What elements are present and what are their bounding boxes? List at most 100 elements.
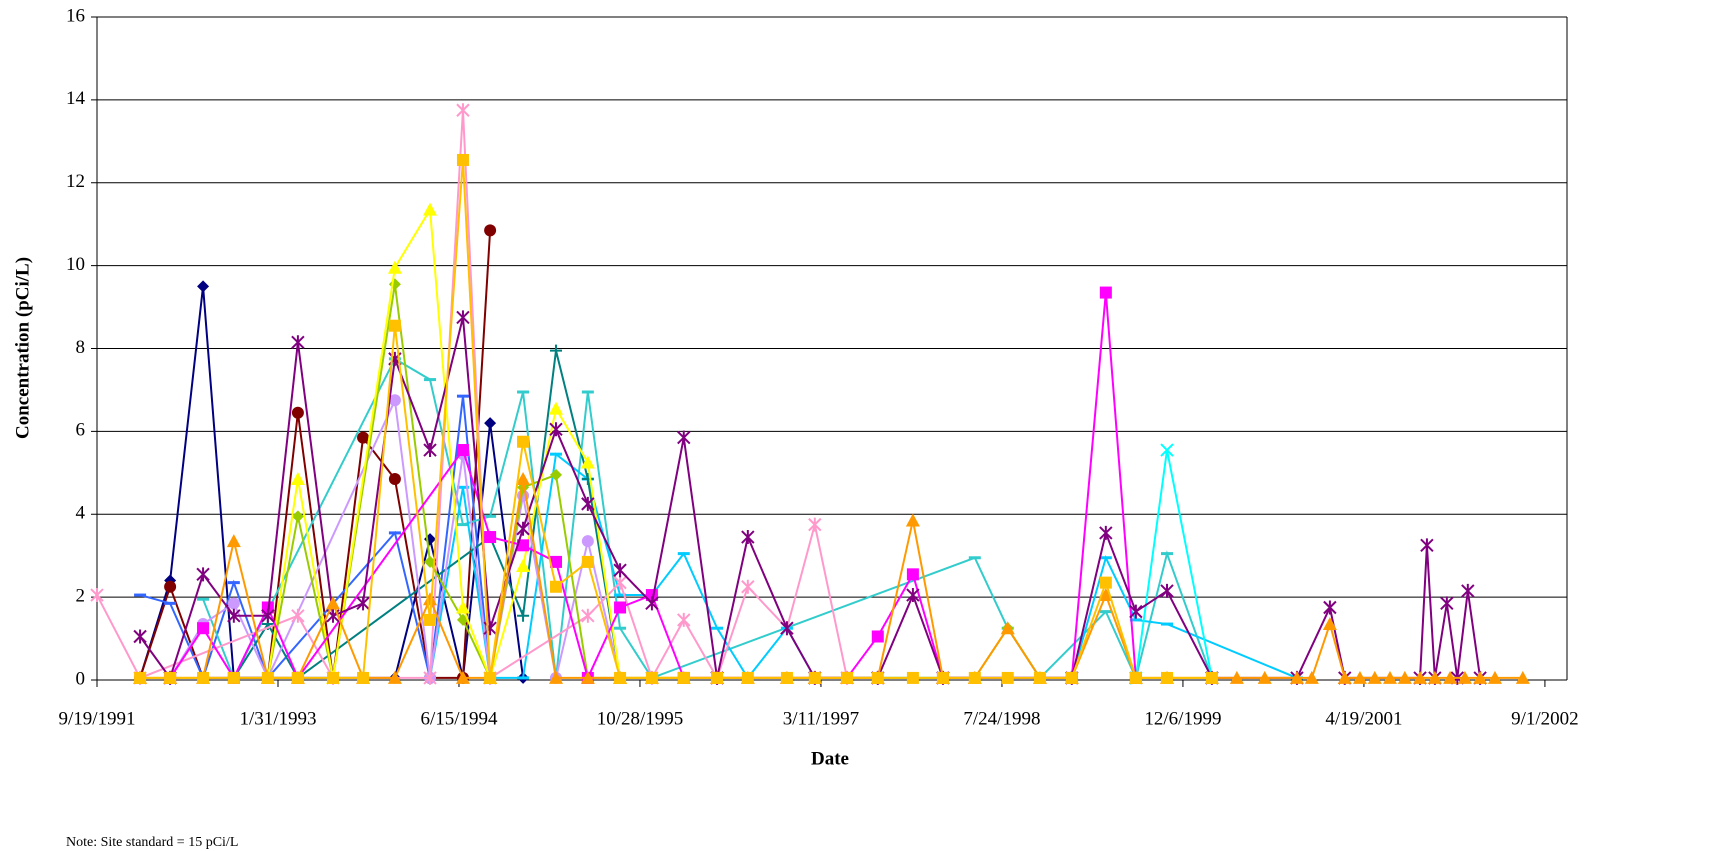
marker [197, 671, 210, 684]
marker [456, 103, 470, 118]
marker [1304, 670, 1319, 684]
marker [226, 534, 241, 548]
marker [291, 406, 304, 419]
y-axis-title: Concentration (pCi/L) [12, 257, 33, 439]
marker [614, 601, 627, 614]
marker [741, 671, 754, 684]
marker [780, 671, 793, 684]
marker [581, 473, 594, 486]
series-line [140, 159, 1212, 679]
marker [134, 671, 147, 684]
marker [516, 472, 531, 486]
marker [1397, 670, 1412, 684]
marker [645, 671, 658, 684]
x-tick-label: 4/19/2001 [1325, 708, 1402, 729]
marker [871, 671, 884, 684]
marker [1367, 670, 1382, 684]
marker [581, 555, 594, 568]
marker [677, 671, 690, 684]
marker [196, 567, 210, 582]
marker [516, 559, 531, 573]
y-tick-label: 12 [66, 171, 85, 192]
marker [906, 588, 920, 603]
x-tick-label: 1/31/1993 [239, 708, 316, 729]
marker [741, 579, 755, 594]
marker [423, 592, 438, 606]
marker [517, 609, 530, 622]
marker [1440, 596, 1454, 611]
series-line [169, 292, 1137, 681]
marker [516, 521, 530, 536]
marker [808, 517, 822, 532]
marker [549, 344, 562, 357]
marker [456, 310, 470, 325]
marker [906, 671, 919, 684]
marker [1001, 671, 1014, 684]
marker [549, 422, 563, 437]
marker [388, 278, 401, 291]
marker [968, 671, 981, 684]
marker [549, 468, 562, 481]
x-tick-label: 10/28/1995 [597, 708, 684, 729]
y-tick-label: 2 [76, 585, 86, 606]
x-tick-label: 7/24/1998 [963, 708, 1040, 729]
marker [677, 612, 691, 627]
marker [1065, 671, 1078, 684]
y-tick-label: 4 [76, 503, 86, 524]
y-tick-label: 8 [76, 337, 86, 358]
marker [484, 417, 497, 430]
marker [1099, 525, 1113, 540]
marker [291, 671, 304, 684]
x-tick-label: 6/15/1994 [420, 708, 498, 729]
marker [1229, 670, 1244, 684]
marker [548, 401, 563, 415]
marker [423, 202, 438, 216]
marker [1413, 670, 1428, 684]
marker [1098, 588, 1113, 602]
marker [455, 600, 470, 614]
marker [388, 319, 401, 332]
marker [387, 670, 402, 684]
marker [1000, 621, 1015, 635]
marker [387, 260, 402, 274]
y-tick-label: 16 [66, 5, 85, 26]
series-line [169, 396, 622, 681]
marker [581, 535, 594, 548]
marker [483, 621, 497, 636]
marker [613, 563, 627, 578]
marker [906, 568, 919, 581]
marker [613, 575, 627, 590]
marker [1129, 604, 1143, 619]
marker [227, 608, 241, 623]
marker [711, 671, 724, 684]
series-line [96, 110, 849, 681]
marker [291, 510, 304, 523]
x-tick-label: 9/1/2002 [1511, 708, 1579, 729]
marker [1160, 443, 1174, 457]
marker [1161, 671, 1174, 684]
marker [1160, 583, 1174, 598]
marker [1352, 670, 1367, 684]
marker [227, 597, 240, 610]
marker [291, 608, 305, 623]
marker [580, 670, 595, 684]
marker [261, 671, 274, 684]
marker [1427, 670, 1442, 684]
marker [1443, 670, 1458, 684]
marker [261, 608, 275, 623]
x-tick-label: 9/19/1991 [58, 708, 135, 729]
marker [484, 671, 497, 684]
marker [741, 530, 755, 545]
marker [327, 671, 340, 684]
marker [356, 596, 370, 611]
note: Note: Site standard = 15 pCi/L [66, 835, 238, 850]
marker [780, 621, 794, 636]
marker [484, 531, 497, 544]
marker [517, 539, 530, 552]
marker [1337, 670, 1352, 684]
marker [1129, 671, 1142, 684]
marker [549, 580, 562, 593]
marker [1382, 670, 1397, 684]
marker [1205, 671, 1218, 684]
